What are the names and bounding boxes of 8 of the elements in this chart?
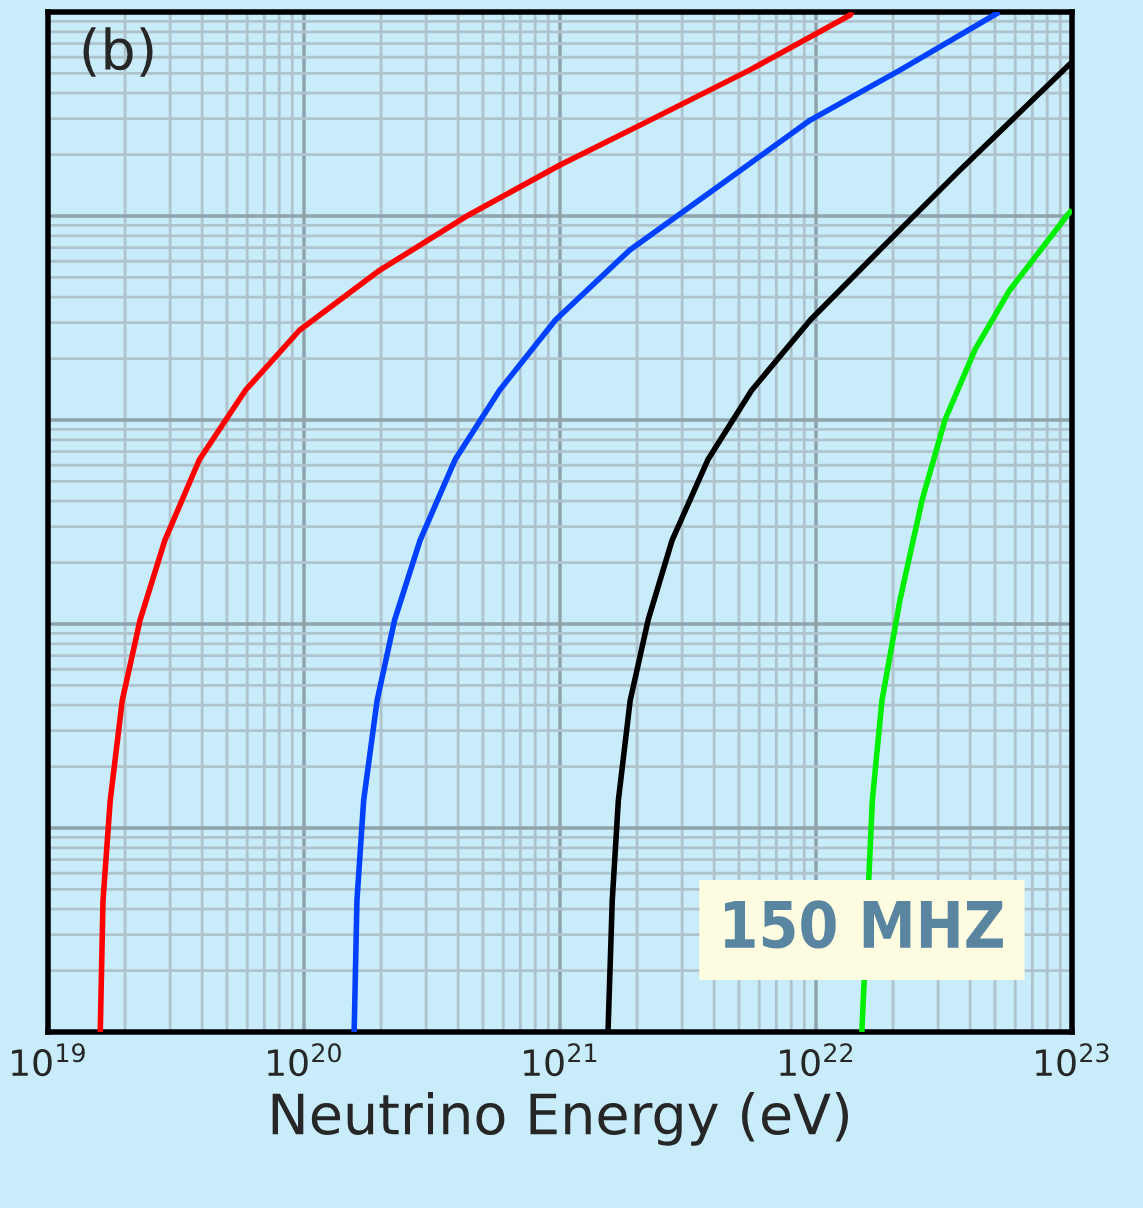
x-tick-label: 10$^{22}$ — [780, 1043, 853, 1077]
annotation: (b) — [83, 27, 153, 77]
x-tick-label: 10$^{19}$ — [12, 1043, 85, 1077]
x-tick-label: 10$^{21}$ — [524, 1043, 597, 1077]
x-axis-title: Neutrino Energy (eV) — [272, 1091, 848, 1146]
x-tick-label: 10$^{23}$ — [1036, 1043, 1109, 1077]
x-tick-label: 10$^{20}$ — [268, 1043, 341, 1077]
annotation: 150 MHZ — [724, 900, 1003, 949]
